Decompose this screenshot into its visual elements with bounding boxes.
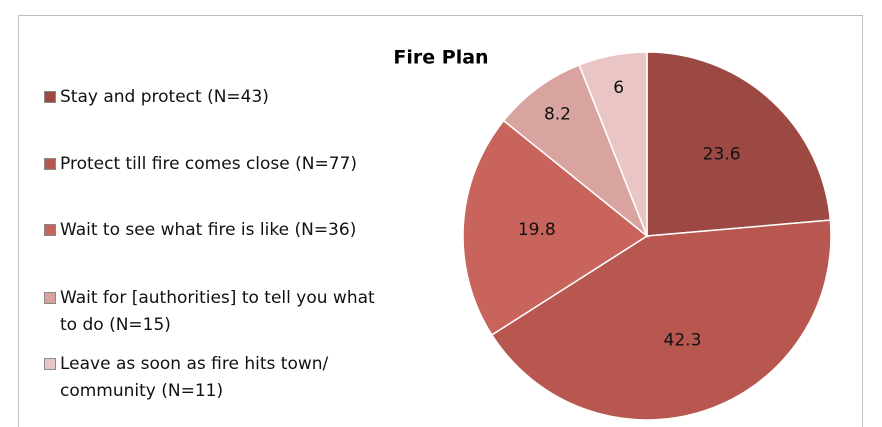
legend-swatch	[44, 358, 56, 370]
legend-swatch	[44, 292, 56, 304]
legend-item: Wait to see what fire is like (N=36)	[44, 217, 389, 244]
legend-label: Leave as soon as fire hits town/ communi…	[60, 354, 329, 401]
legend-label: Wait for [authorities] to tell you what …	[60, 288, 375, 335]
legend-item: Stay and protect (N=43)	[44, 84, 389, 111]
pie-slice	[490, 219, 832, 421]
legend-swatch	[44, 158, 56, 170]
pie-slice	[502, 63, 649, 239]
legend-label: Wait to see what fire is like (N=36)	[60, 220, 357, 240]
frame	[18, 15, 863, 427]
data-label: 8.2	[544, 105, 571, 125]
legend-label: Protect till fire comes close (N=77)	[60, 154, 358, 174]
legend-swatch	[44, 91, 56, 103]
data-label: 6	[613, 78, 624, 98]
data-label: 19.8	[518, 220, 556, 240]
legend-swatch	[44, 224, 56, 236]
data-label: 23.6	[703, 145, 741, 165]
data-label: 42.3	[664, 331, 702, 351]
legend-item: Protect till fire comes close (N=77)	[44, 151, 389, 178]
legend-item: Leave as soon as fire hits town/ communi…	[44, 351, 389, 405]
legend-item: Wait for [authorities] to tell you what …	[44, 285, 389, 339]
pie-slice	[578, 51, 648, 237]
legend-label: Stay and protect (N=43)	[60, 87, 269, 107]
chart-title: Fire Plan	[393, 47, 488, 69]
pie-slice	[646, 51, 832, 237]
pie-slice	[462, 119, 649, 336]
